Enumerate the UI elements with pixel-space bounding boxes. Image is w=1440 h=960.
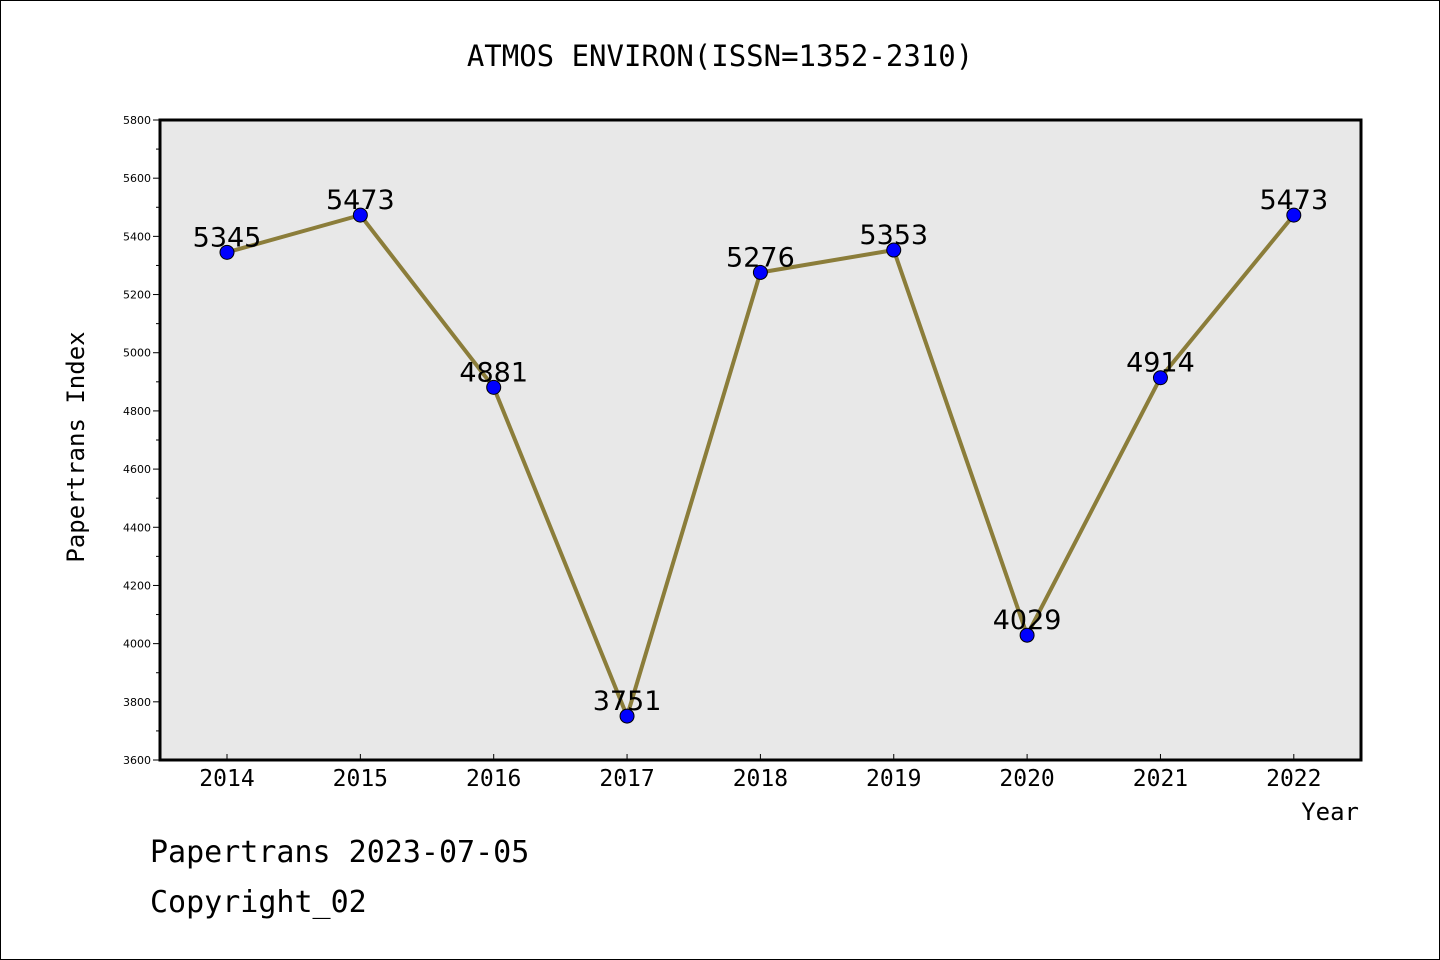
plot-area <box>160 120 1361 760</box>
x-tick-label: 2021 <box>1133 766 1188 792</box>
data-point <box>752 264 768 280</box>
y-tick-label: 3800 <box>123 696 151 709</box>
x-axis-label: Year <box>1301 798 1359 826</box>
data-point <box>886 242 902 258</box>
plot-border <box>158 118 1363 762</box>
data-label: 5345 <box>193 222 262 253</box>
y-tick-label: 5800 <box>123 114 151 127</box>
data-point <box>619 708 635 724</box>
data-label: 5353 <box>859 220 928 251</box>
data-label: 4881 <box>459 357 528 388</box>
y-tick-label: 5400 <box>123 230 151 243</box>
marker-group <box>219 207 1302 724</box>
y-tick-label: 4800 <box>123 405 151 418</box>
x-tick-label: 2020 <box>999 766 1054 792</box>
x-tick-label: 2014 <box>199 766 254 792</box>
y-tick-label: 4200 <box>123 579 151 592</box>
chart-title: ATMOS ENVIRON(ISSN=1352-2310) <box>467 39 973 73</box>
data-label: 5276 <box>726 242 795 273</box>
data-point <box>219 244 235 260</box>
data-label: 4914 <box>1126 348 1195 379</box>
y-tick-label: 5000 <box>123 347 151 360</box>
x-tick-label: 2016 <box>466 766 521 792</box>
footer-copyright: Copyright_02 <box>150 885 367 920</box>
x-tick-label: 2015 <box>333 766 388 792</box>
y-axis: 3600 3800 4000 4200 4400 4600 4800 5000 5200 5400… <box>123 114 160 767</box>
y-tick-label: 4400 <box>123 521 151 534</box>
y-tick-label: 4000 <box>123 638 151 651</box>
y-tick-label: 5600 <box>123 172 151 185</box>
data-point <box>1286 207 1302 223</box>
data-label: 3751 <box>593 686 662 717</box>
data-label: 4029 <box>993 605 1062 636</box>
data-point <box>1152 370 1168 386</box>
data-point <box>486 379 502 395</box>
data-label: 5473 <box>326 185 395 216</box>
data-point <box>352 207 368 223</box>
x-tick-label: 2018 <box>733 766 788 792</box>
data-label-group: 5345 5473 4881 3751 5276 5353 4029 4914 5473 <box>193 185 1329 717</box>
footer-date: Papertrans 2023-07-05 <box>150 835 530 870</box>
y-tick-label: 3600 <box>123 754 151 767</box>
x-tick-label: 2017 <box>599 766 654 792</box>
y-tick-label: 4600 <box>123 463 151 476</box>
data-label: 5473 <box>1259 185 1328 216</box>
x-tick-label: 2019 <box>866 766 921 792</box>
y-axis-label: Papertrans Index <box>62 331 90 562</box>
data-point <box>1019 627 1035 643</box>
x-axis: 2014 2015 2016 2017 2018 2019 2020 2021 2022 <box>199 754 1321 792</box>
x-tick-label: 2022 <box>1266 766 1321 792</box>
y-tick-label: 5200 <box>123 289 151 302</box>
